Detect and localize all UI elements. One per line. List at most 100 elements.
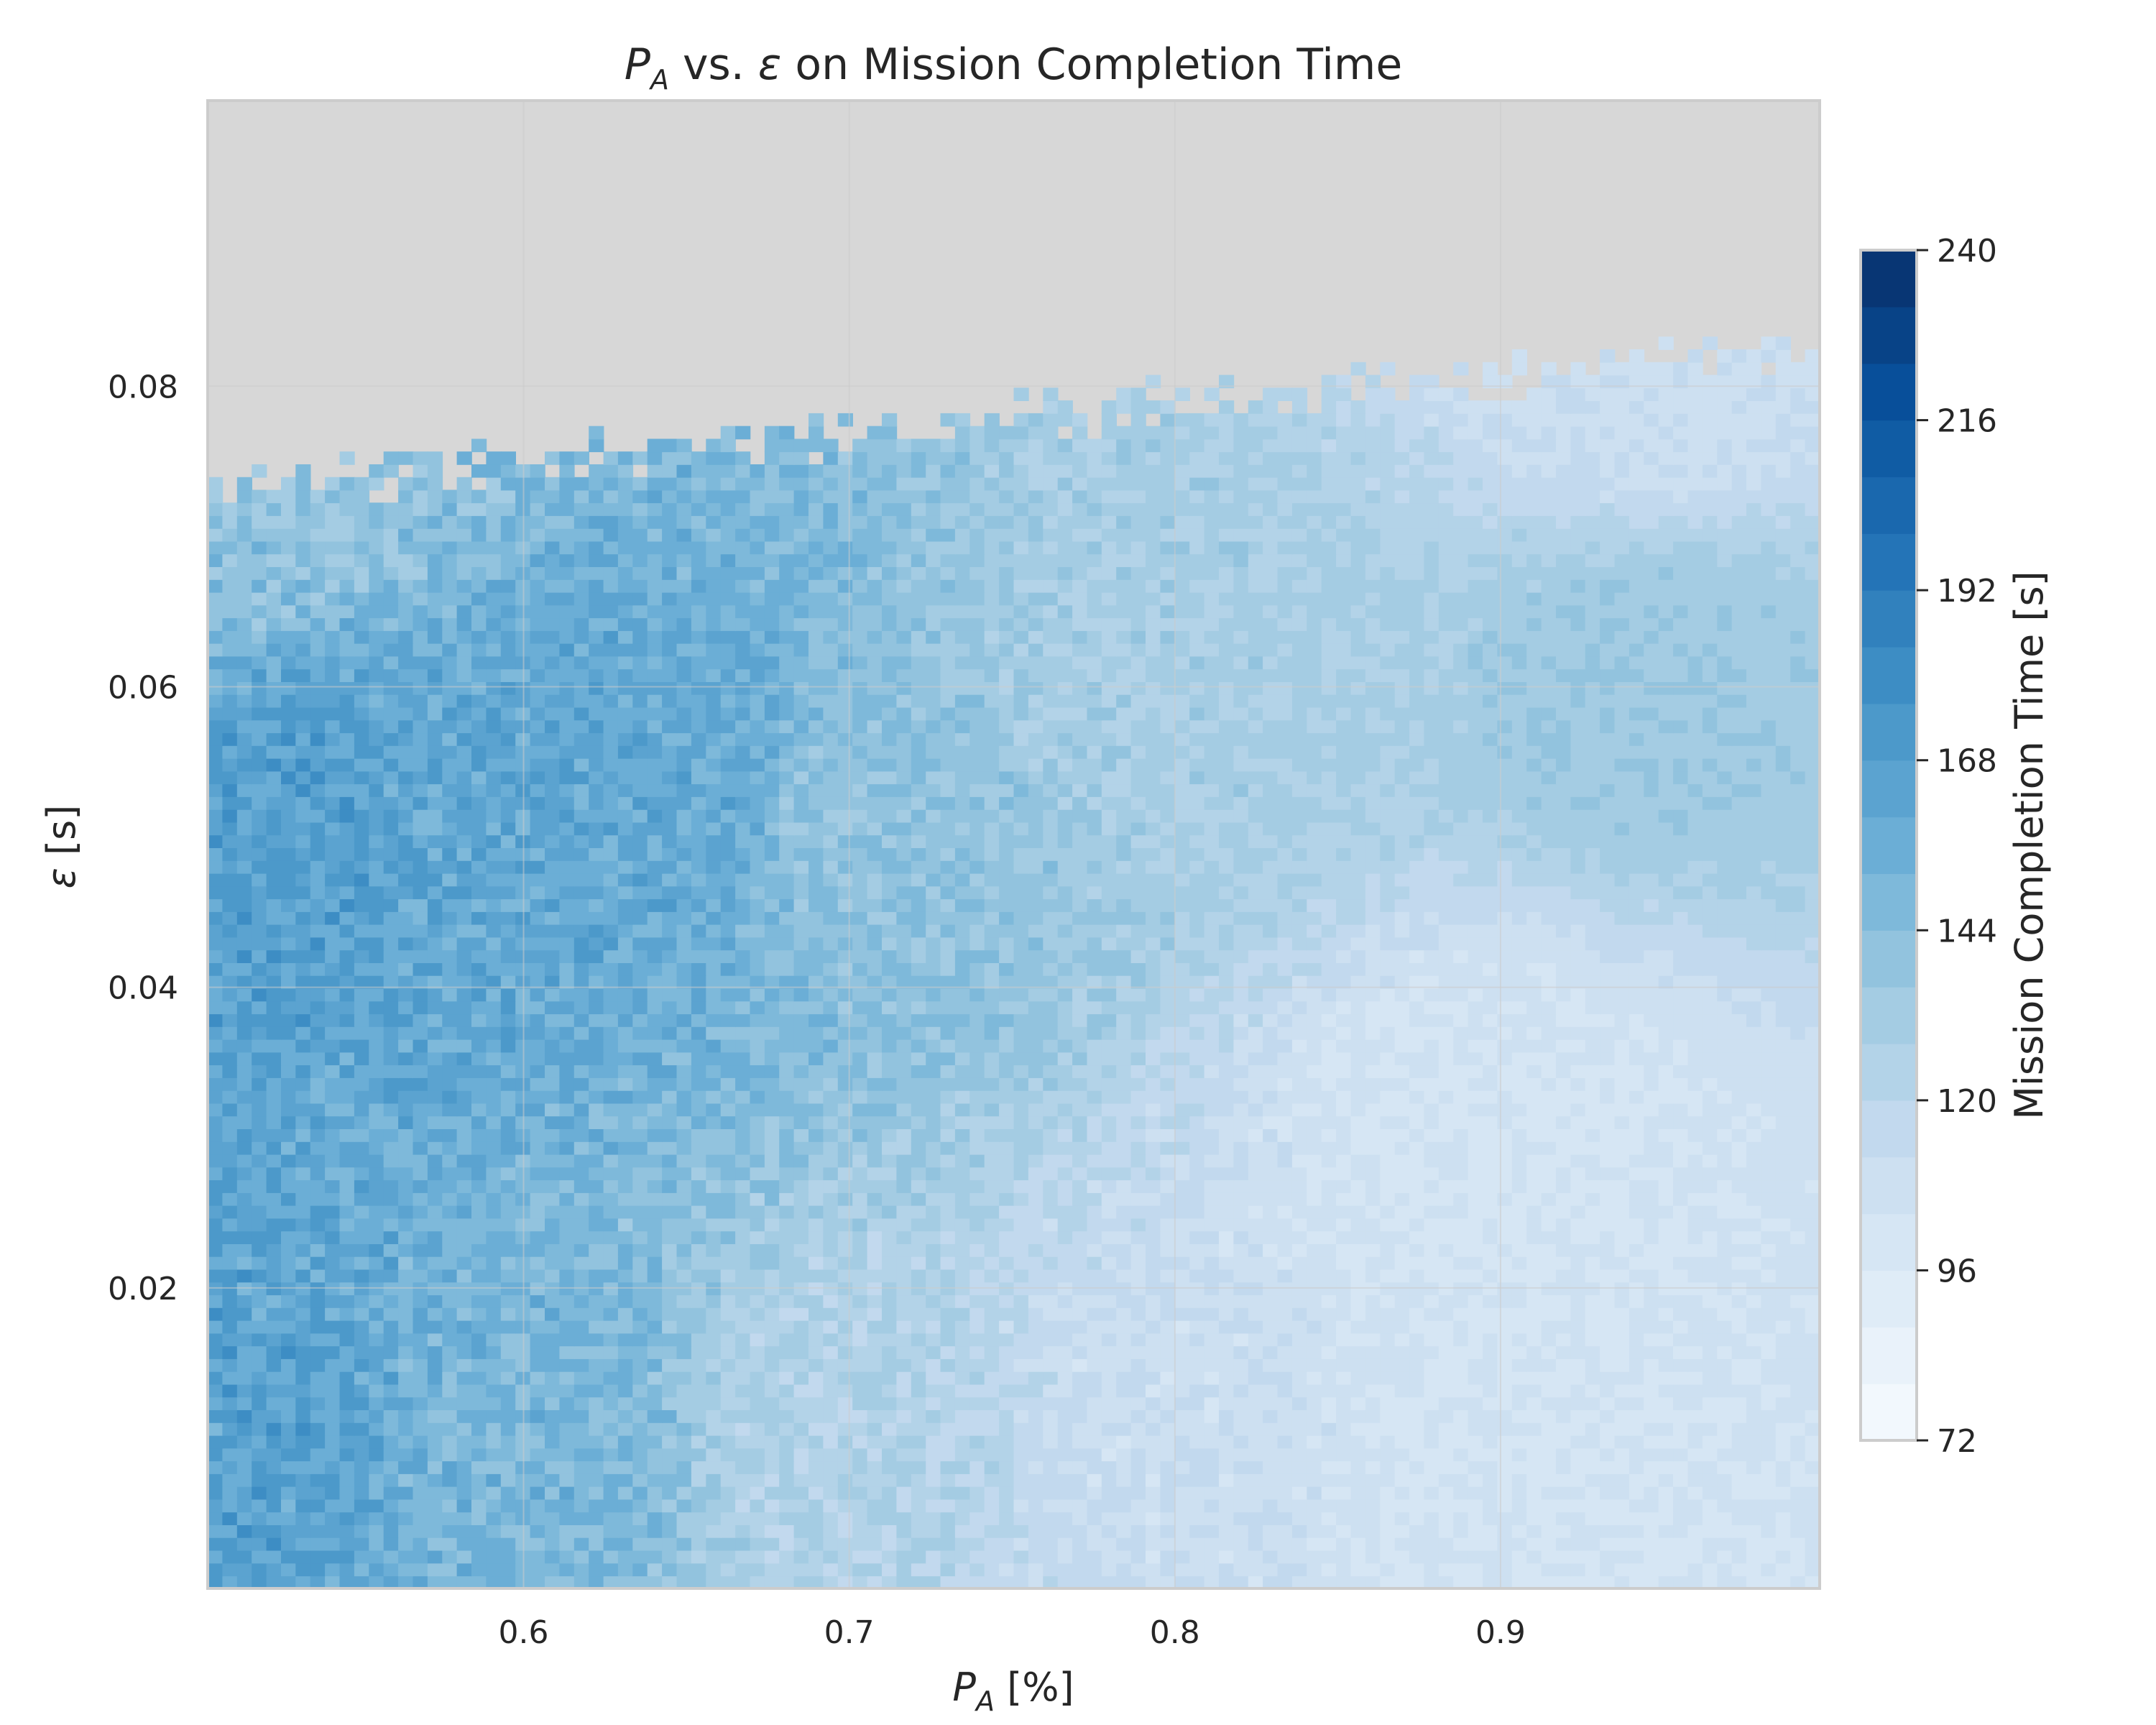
contour-cell	[1072, 1243, 1088, 1257]
contour-cell	[1013, 1576, 1029, 1588]
contour-cell	[764, 1013, 780, 1027]
contour-cell	[236, 1486, 252, 1500]
contour-cell	[545, 1269, 561, 1283]
contour-cell	[530, 1512, 545, 1525]
contour-cell	[325, 1077, 341, 1091]
contour-cell	[1087, 1346, 1102, 1359]
contour-cell	[208, 1179, 224, 1193]
contour-cell	[325, 1307, 341, 1321]
contour-cell	[1805, 1103, 1820, 1117]
contour-cell	[281, 1371, 297, 1385]
contour-cell	[1160, 1064, 1176, 1078]
contour-cell	[1775, 1384, 1791, 1398]
contour-cell	[1291, 1499, 1308, 1513]
contour-cell	[1483, 1422, 1498, 1436]
contour-cell	[1526, 1358, 1542, 1372]
contour-cell	[1775, 1192, 1791, 1206]
contour-cell	[1775, 1116, 1791, 1129]
contour-cell	[706, 1397, 722, 1410]
contour-cell	[1291, 1435, 1308, 1449]
contour-cell	[691, 1141, 707, 1155]
contour-cell	[1468, 1486, 1483, 1500]
contour-cell	[310, 1230, 326, 1244]
contour-cell	[252, 1141, 267, 1155]
contour-cell	[1307, 1256, 1322, 1270]
contour-cell	[500, 1026, 516, 1040]
contour-cell	[999, 1563, 1015, 1577]
contour-cell	[1526, 1154, 1542, 1168]
contour-cell	[632, 1230, 648, 1244]
contour-cell	[1043, 1230, 1059, 1244]
contour-cell	[1628, 1243, 1645, 1257]
contour-cell	[589, 1333, 604, 1347]
contour-cell	[1350, 1218, 1366, 1232]
contour-cell	[676, 1013, 692, 1027]
contour-cell	[882, 1218, 898, 1232]
contour-cell	[1409, 1473, 1425, 1487]
contour-cell	[1263, 1486, 1279, 1500]
contour-cell	[1365, 1371, 1381, 1385]
contour-cell	[1483, 1205, 1498, 1219]
contour-cell	[1805, 1333, 1820, 1347]
contour-cell	[530, 1397, 545, 1410]
contour-cell	[471, 1320, 487, 1334]
contour-cell	[1614, 1243, 1630, 1257]
contour-cell	[1746, 1039, 1762, 1053]
contour-cell	[1497, 1499, 1513, 1513]
contour-cell	[1717, 1537, 1733, 1551]
contour-cell	[325, 1128, 341, 1142]
contour-cell	[1350, 1307, 1366, 1321]
contour-cell	[1438, 1269, 1454, 1283]
contour-cell	[1600, 1013, 1616, 1027]
contour-cell	[1043, 1320, 1059, 1334]
contour-cell	[1336, 1179, 1352, 1193]
contour-cell	[573, 1435, 589, 1449]
contour-cell	[1614, 1205, 1630, 1219]
contour-cell	[617, 1013, 634, 1027]
contour-cell	[1775, 1550, 1791, 1564]
contour-cell	[954, 1141, 971, 1155]
contour-cell	[1394, 1537, 1410, 1551]
contour-cell	[1380, 1499, 1396, 1513]
contour-cell	[793, 1269, 809, 1283]
contour-cell	[779, 1064, 795, 1078]
contour-cell	[266, 1524, 282, 1538]
contour-cell	[1043, 1077, 1059, 1091]
contour-cell	[647, 1154, 663, 1168]
contour-cell	[617, 1000, 634, 1015]
contour-cell	[530, 1448, 545, 1462]
contour-cell	[398, 1320, 414, 1334]
contour-cell	[662, 1039, 678, 1053]
contour-cell	[1556, 1422, 1572, 1436]
contour-cell	[1350, 1052, 1366, 1066]
contour-cell	[852, 1576, 868, 1588]
contour-cell	[764, 1320, 780, 1334]
contour-cell	[1497, 1563, 1513, 1577]
contour-cell	[1497, 1397, 1513, 1410]
contour-cell	[1101, 1205, 1117, 1219]
contour-cell	[1541, 1460, 1557, 1474]
contour-cell	[1731, 1192, 1747, 1206]
contour-cell	[252, 1333, 267, 1347]
contour-cell	[1687, 1167, 1703, 1181]
contour-cell	[1438, 1256, 1454, 1270]
contour-cell	[1336, 1346, 1352, 1359]
contour-cell	[354, 1333, 370, 1347]
contour-cell	[1233, 1013, 1249, 1027]
contour-cell	[1468, 1205, 1483, 1219]
contour-cell	[1541, 1077, 1557, 1091]
contour-cell	[1321, 1090, 1337, 1104]
contour-cell	[1644, 1192, 1659, 1206]
contour-cell	[1585, 1294, 1600, 1308]
contour-cell	[735, 1371, 751, 1385]
contour-cell	[706, 1499, 722, 1513]
contour-cell	[1409, 1384, 1425, 1398]
contour-cell	[706, 1243, 722, 1257]
contour-cell	[706, 1563, 722, 1577]
contour-cell	[896, 1179, 912, 1193]
contour-cell	[1321, 1307, 1337, 1321]
contour-cell	[1263, 1371, 1279, 1385]
contour-cell	[954, 1154, 971, 1168]
contour-cell	[1394, 1218, 1410, 1232]
contour-cell	[1365, 1179, 1381, 1193]
